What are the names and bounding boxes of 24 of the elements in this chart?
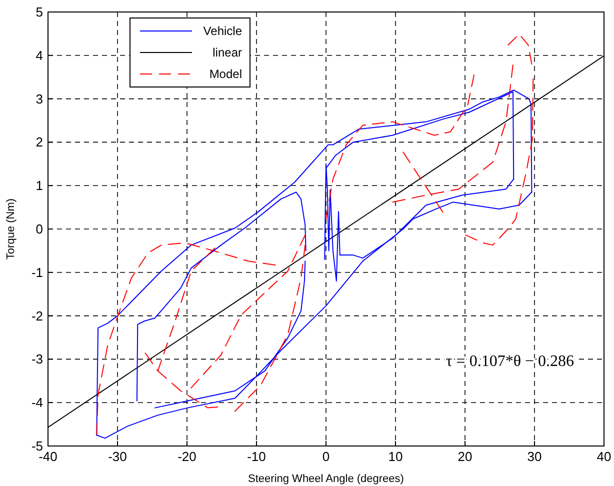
y-tick-label: 1	[36, 178, 43, 194]
x-tick-label: -20	[178, 449, 196, 464]
y-tick-label: -3	[31, 352, 43, 367]
y-axis-title: Torque (Nm)	[5, 198, 17, 260]
x-tick-label: -10	[247, 449, 266, 464]
x-tick-label: 20	[458, 449, 472, 464]
y-tick-label: -4	[31, 395, 43, 410]
y-tick-label: 5	[36, 4, 43, 20]
x-tick-label: 40	[596, 449, 612, 464]
y-tick-label: 2	[36, 134, 43, 150]
y-tick-label: 3	[36, 91, 43, 106]
y-tick-label: -5	[31, 438, 43, 454]
x-tick-label: 30	[527, 449, 542, 464]
y-tick-label: 0	[36, 222, 43, 236]
x-axis-title: Steering Wheel Angle (degrees)	[248, 473, 404, 485]
y-tick-label: 4	[36, 48, 43, 63]
x-tick-label: 0	[322, 449, 330, 464]
legend-label: Model	[209, 67, 242, 81]
legend-label: Vehicle	[203, 24, 242, 38]
x-tick-label: 10	[388, 449, 403, 464]
y-tick-label: -1	[31, 264, 43, 280]
legend-label: linear	[212, 46, 242, 60]
x-tick-label: -30	[108, 449, 127, 464]
y-tick-label: -2	[31, 308, 43, 324]
